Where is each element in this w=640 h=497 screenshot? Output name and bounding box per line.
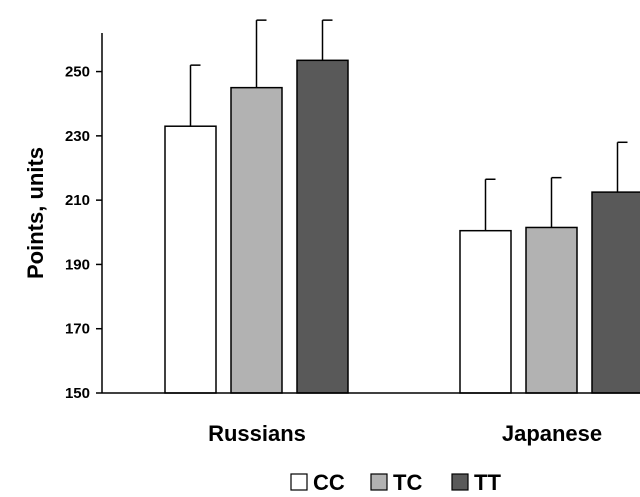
- bar-russians-tc: [230, 86, 283, 394]
- category-label-russians: Russians: [208, 421, 306, 446]
- y-ticks-layer: 150 170 190 210 230 250: [65, 64, 102, 402]
- bar-russians-tt: [296, 59, 349, 394]
- y-tick-label: 210: [65, 192, 90, 209]
- bar-japanese-tc: [525, 226, 578, 394]
- bar-japanese-cc: [459, 229, 512, 394]
- y-tick-label: 230: [65, 128, 90, 145]
- y-tick-label: 150: [65, 385, 90, 402]
- legend-label-tt: TT: [474, 470, 501, 495]
- y-tick-label: 170: [65, 321, 90, 338]
- legend-swatch-cc: [290, 473, 308, 491]
- legend-label-tc: TC: [393, 470, 422, 495]
- bar-russians-cc: [164, 125, 217, 394]
- y-tick-label: 250: [65, 64, 90, 81]
- y-axis-label: Points, units: [23, 147, 48, 279]
- error-bars-layer: [189, 19, 628, 231]
- legend-swatch-tc: [370, 473, 388, 491]
- y-tick-label: 190: [65, 256, 90, 273]
- legend-swatch-tt: [451, 473, 469, 491]
- category-labels-layer: Russians Japanese: [208, 421, 602, 446]
- category-label-japanese: Japanese: [502, 421, 602, 446]
- bars-layer: [164, 59, 640, 394]
- legend: CC TC TT: [290, 470, 501, 495]
- bar-japanese-tt: [591, 191, 640, 394]
- legend-label-cc: CC: [313, 470, 345, 495]
